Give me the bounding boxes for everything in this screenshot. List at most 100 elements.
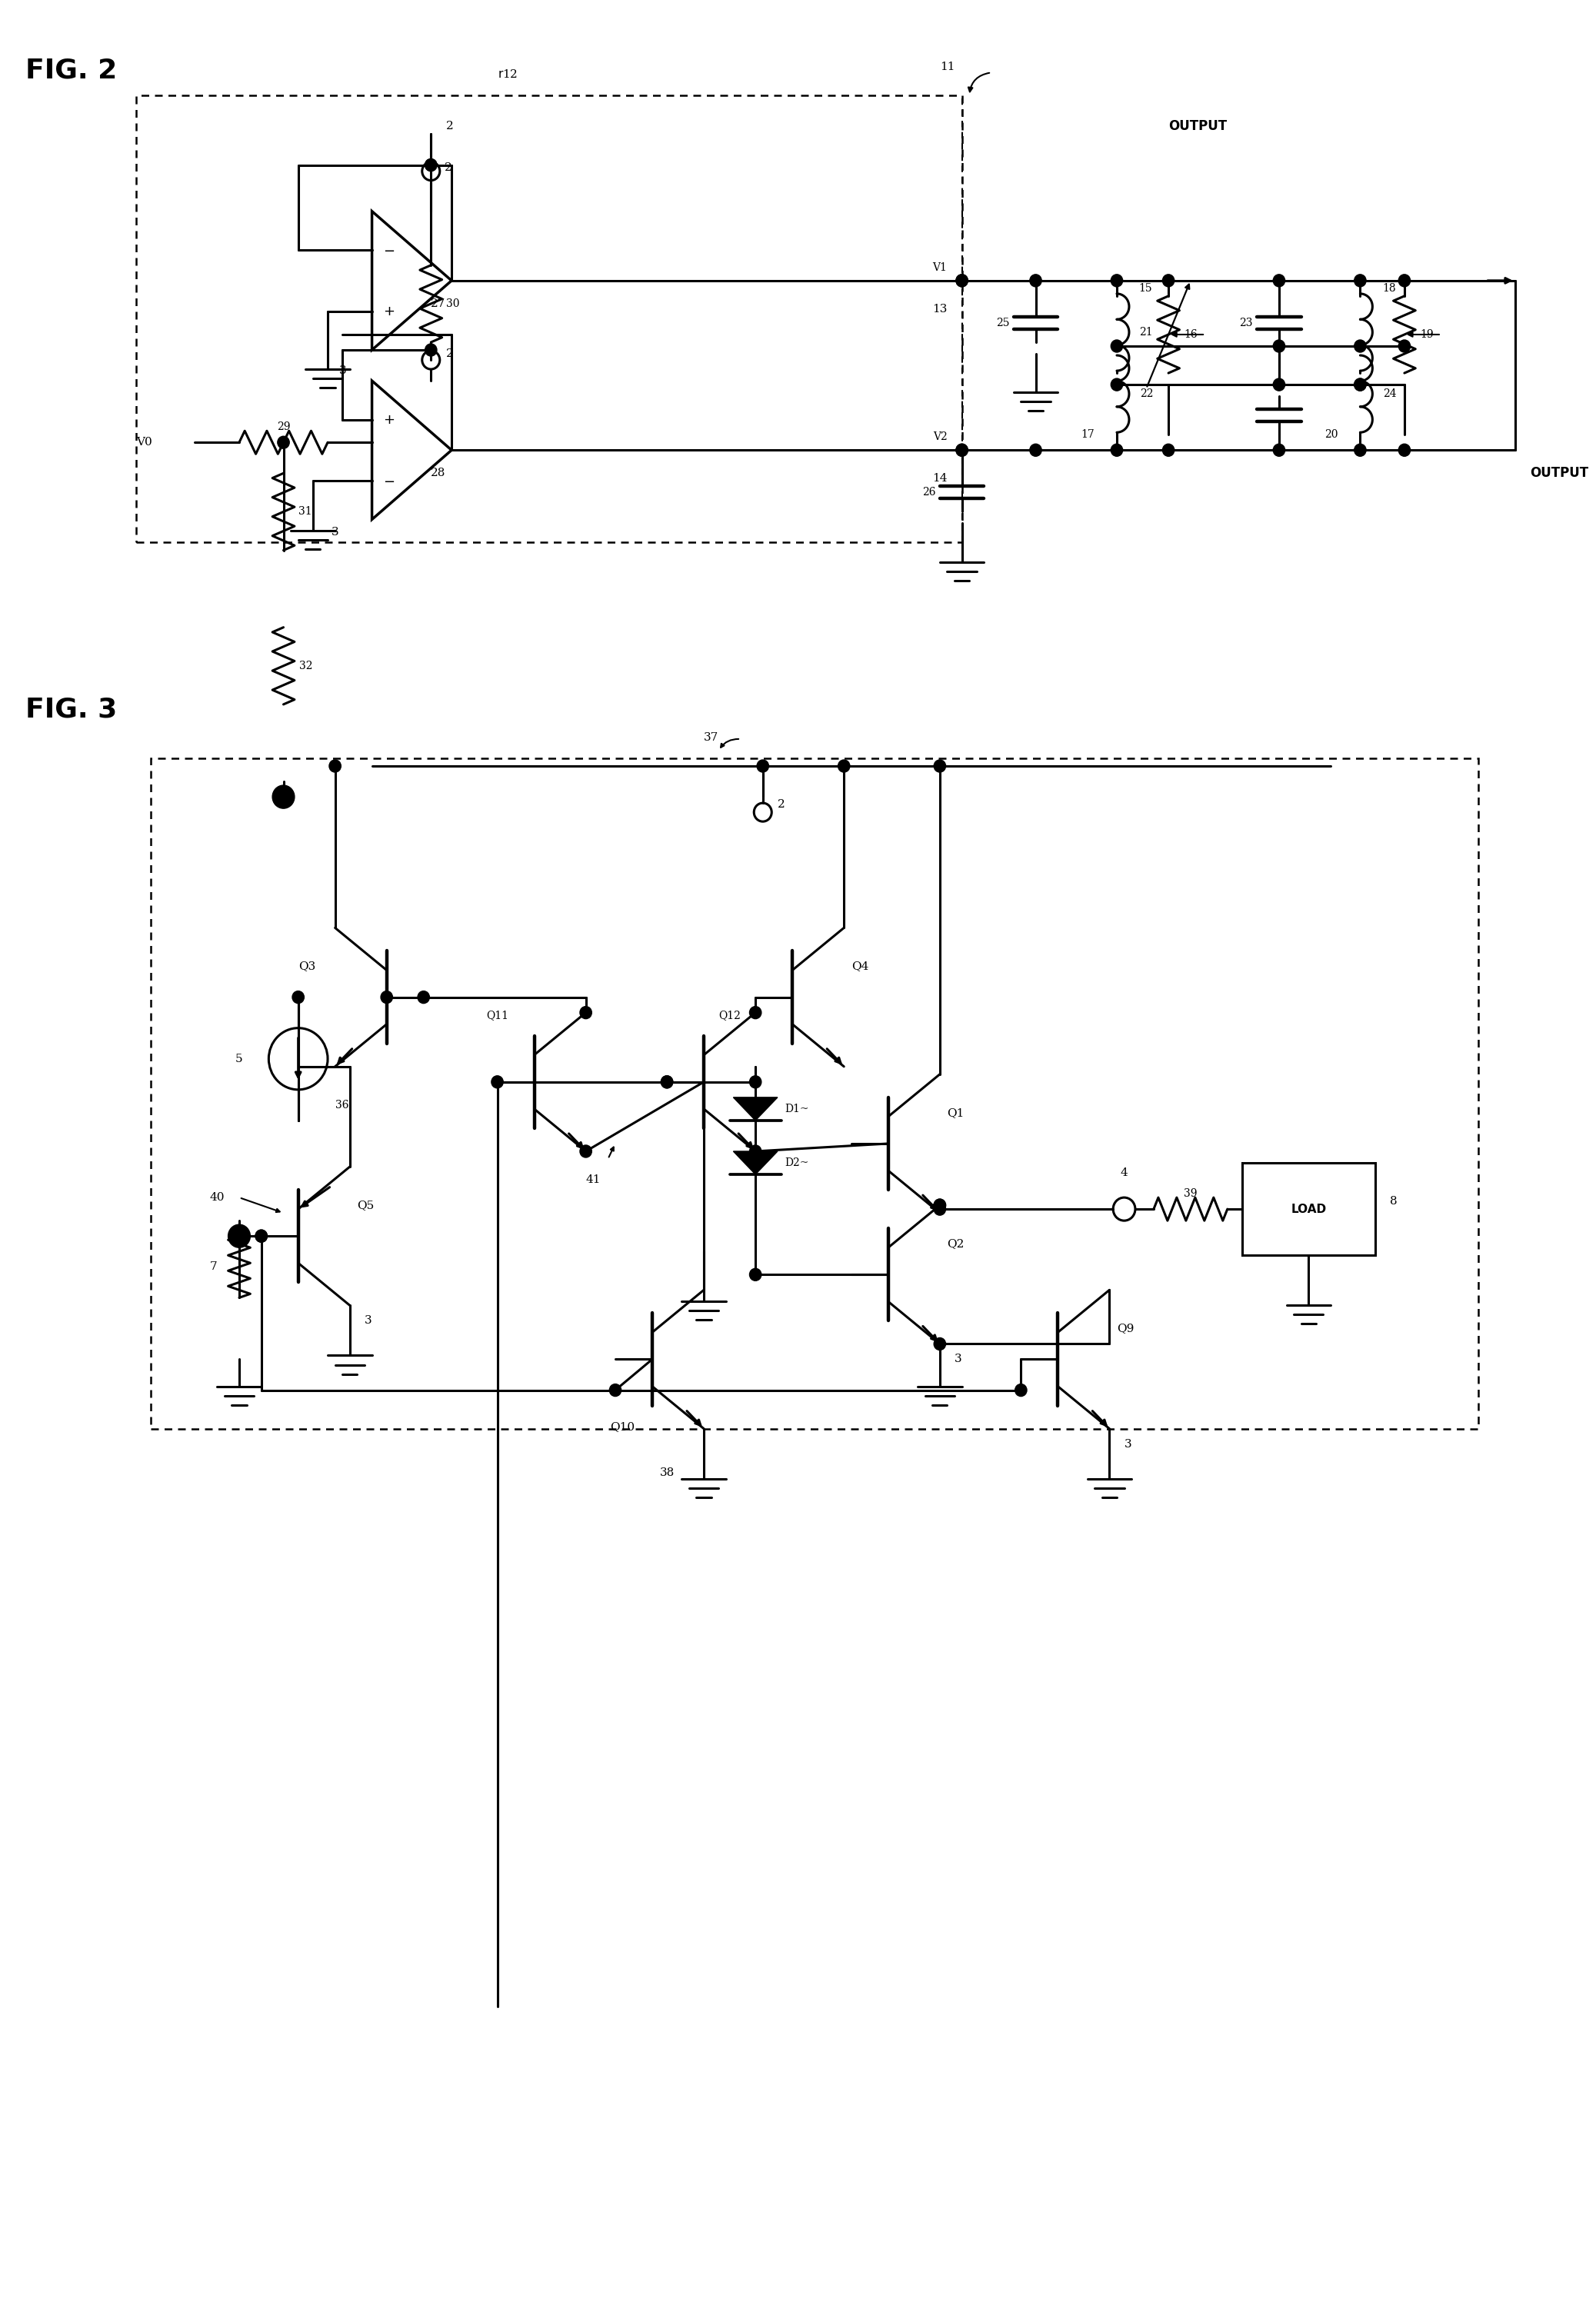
Circle shape [750,1145,761,1157]
Circle shape [329,760,342,772]
Text: LOAD: LOAD [1291,1203,1326,1215]
Circle shape [579,1145,592,1157]
Text: 13: 13 [932,304,946,315]
Text: 38: 38 [659,1467,675,1479]
Text: $+$: $+$ [383,413,394,427]
Text: 3: 3 [364,1314,372,1326]
Circle shape [1274,445,1285,457]
Circle shape [418,992,429,1004]
Text: 11: 11 [940,63,954,72]
Circle shape [1029,274,1042,287]
Circle shape [934,1198,946,1212]
Circle shape [934,1337,946,1349]
Circle shape [750,1076,761,1087]
Circle shape [1111,378,1122,392]
Text: Q4: Q4 [851,962,868,971]
Circle shape [1355,378,1366,392]
Text: 23: 23 [1238,318,1253,329]
Text: 3: 3 [338,364,346,376]
Circle shape [1355,341,1366,352]
Text: $-$: $-$ [383,243,394,257]
Circle shape [228,1224,251,1247]
Text: 40: 40 [209,1191,225,1203]
Text: 20: 20 [1325,429,1337,440]
Text: 28: 28 [431,468,445,478]
Circle shape [1398,341,1411,352]
Text: Q2: Q2 [946,1238,964,1249]
Circle shape [381,992,393,1004]
Text: 32: 32 [298,661,313,672]
Circle shape [292,992,305,1004]
Text: 16: 16 [1184,329,1197,341]
Bar [136,95,962,542]
Text: 2: 2 [444,162,452,174]
Text: Q3: Q3 [298,962,316,971]
Text: 41: 41 [586,1175,600,1184]
Circle shape [956,274,967,287]
Circle shape [1015,1384,1026,1395]
Circle shape [1398,274,1411,287]
Text: 25: 25 [996,318,1009,329]
Circle shape [1355,378,1366,392]
Circle shape [492,1076,503,1087]
Circle shape [934,1198,946,1212]
Circle shape [1162,445,1175,457]
Circle shape [956,274,967,287]
Circle shape [425,160,437,172]
Text: 5: 5 [236,1052,243,1064]
Polygon shape [733,1152,777,1175]
Circle shape [278,436,289,450]
Text: D2~: D2~ [785,1157,809,1168]
Text: 3: 3 [1124,1439,1132,1449]
Text: Q11: Q11 [487,1011,509,1020]
Bar [1242,1164,1374,1256]
Circle shape [1111,274,1122,287]
Text: Q9: Q9 [1117,1324,1135,1333]
Text: 22: 22 [1140,389,1152,399]
Circle shape [661,1076,674,1087]
Circle shape [273,786,295,809]
Bar [150,758,1478,1428]
Text: Q12: Q12 [718,1011,741,1020]
Circle shape [610,1384,621,1395]
Polygon shape [733,1096,777,1120]
Circle shape [1274,274,1285,287]
Text: 4: 4 [1120,1168,1128,1178]
Text: 24: 24 [1382,389,1396,399]
Text: 30: 30 [447,299,460,308]
Text: 15: 15 [1140,283,1152,294]
Circle shape [1111,445,1122,457]
Text: $-$: $-$ [383,473,394,487]
Circle shape [255,1231,267,1242]
Circle shape [1111,341,1122,352]
Circle shape [255,1231,267,1242]
Circle shape [661,1076,674,1087]
Circle shape [757,760,769,772]
Text: 29: 29 [276,422,290,433]
Circle shape [934,1203,946,1215]
Text: OUTPUT: OUTPUT [1531,466,1588,480]
Text: 36: 36 [335,1099,348,1110]
Text: 8: 8 [1390,1196,1396,1208]
Text: 3: 3 [332,526,338,538]
Circle shape [1355,445,1366,457]
Circle shape [425,160,437,172]
Text: 7: 7 [209,1261,217,1273]
Circle shape [956,445,967,457]
Circle shape [425,343,437,357]
Text: FIG. 3: FIG. 3 [26,698,117,723]
Text: Q10: Q10 [610,1421,635,1433]
Text: 2: 2 [445,121,453,132]
Text: 3: 3 [954,1354,962,1365]
Text: $+$: $+$ [383,304,394,318]
Text: 37: 37 [704,732,718,742]
Text: 2: 2 [445,348,453,359]
Text: Q1: Q1 [946,1108,964,1117]
Circle shape [838,760,849,772]
Text: FIG. 2: FIG. 2 [26,58,117,83]
Circle shape [750,1006,761,1020]
Circle shape [1355,274,1366,287]
Circle shape [956,445,967,457]
Circle shape [1274,378,1285,392]
Circle shape [579,1006,592,1020]
